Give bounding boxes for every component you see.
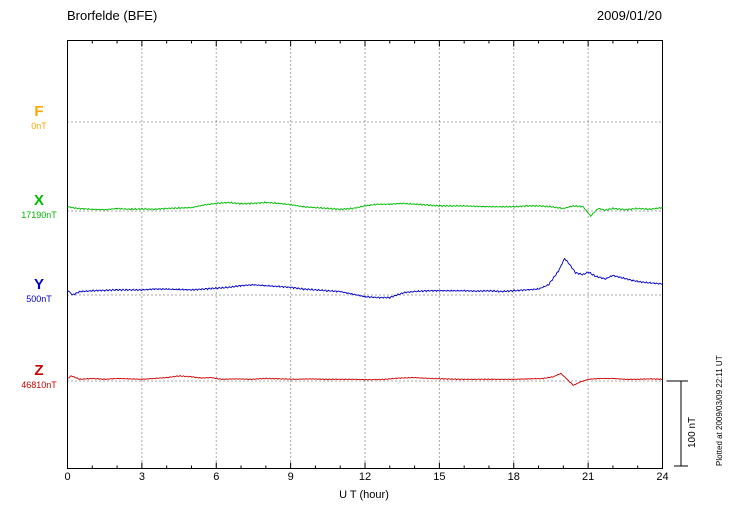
component-letter-Z: Z bbox=[34, 362, 44, 379]
component-label-Y: Y 500nT bbox=[8, 277, 70, 304]
component-label-F: F 0nT bbox=[8, 104, 70, 131]
component-baseline-Y: 500nT bbox=[26, 294, 52, 304]
x-tick-label: 15 bbox=[433, 471, 446, 483]
x-axis-label: U T (hour) bbox=[339, 489, 389, 501]
x-tick-label: 18 bbox=[507, 471, 520, 483]
component-label-X: X 17190nT bbox=[8, 193, 70, 220]
x-tick-label: 6 bbox=[213, 471, 220, 483]
component-letter-F: F bbox=[34, 103, 44, 120]
component-label-Z: Z 46810nT bbox=[8, 363, 70, 390]
trace-Y bbox=[67, 257, 663, 300]
plot-date: 2009/01/20 bbox=[596, 8, 662, 23]
x-tick-label: 3 bbox=[138, 471, 145, 483]
component-letter-Y: Y bbox=[33, 276, 44, 293]
x-tick-label: 21 bbox=[582, 471, 595, 483]
x-tick-label: 12 bbox=[358, 471, 372, 483]
component-baseline-X: 17190nT bbox=[21, 210, 57, 220]
trace-Z bbox=[67, 372, 663, 387]
x-tick-label: 24 bbox=[656, 471, 669, 483]
trace-X bbox=[67, 201, 663, 218]
component-letter-X: X bbox=[33, 192, 44, 209]
x-tick-label: 0 bbox=[64, 471, 71, 483]
scalebar-label: 100 nT bbox=[687, 416, 698, 448]
plotted-at-note: Plotted at 2009/03/09 22:11 UT bbox=[715, 355, 724, 466]
station-title: Brorfelde (BFE) bbox=[67, 8, 158, 23]
component-baseline-F: 0nT bbox=[31, 121, 47, 131]
component-baseline-Z: 46810nT bbox=[21, 380, 57, 390]
x-tick-label: 9 bbox=[287, 471, 294, 483]
